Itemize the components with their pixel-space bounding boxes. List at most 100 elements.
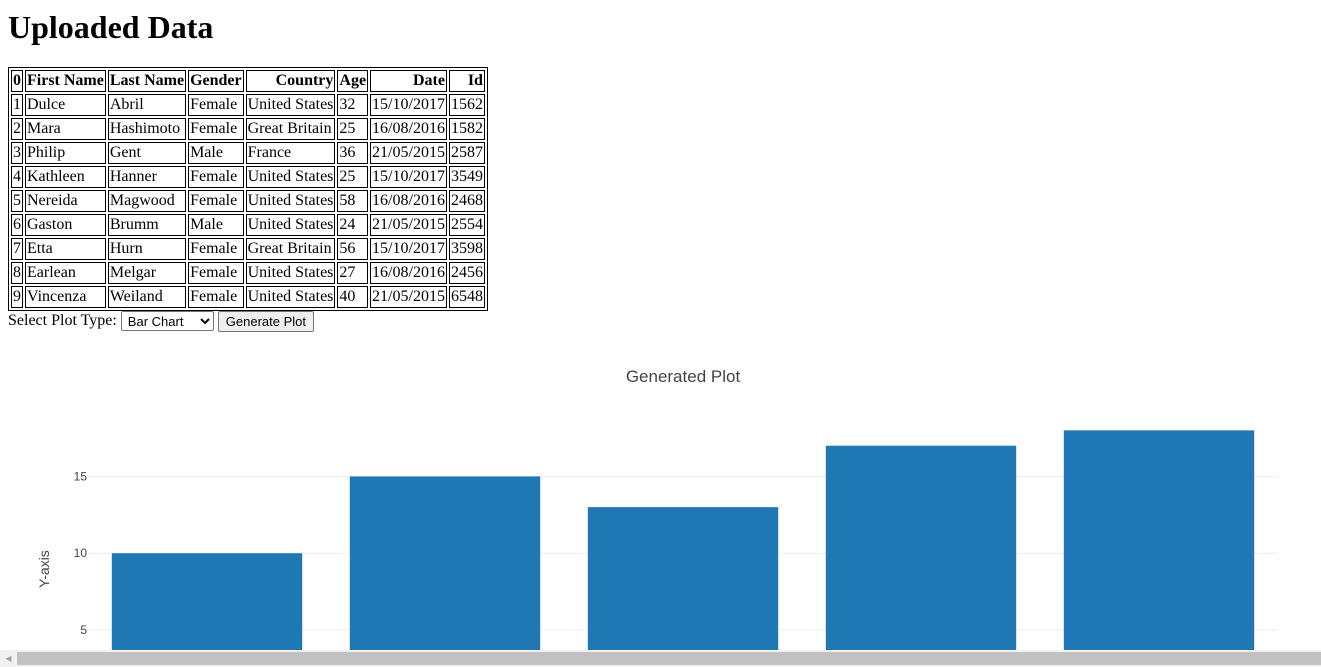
cell-first-name: Dulce: [25, 94, 106, 116]
cell-gender: Female: [188, 166, 244, 188]
cell-id: 2587: [448, 142, 485, 164]
cell-date: 16/08/2016: [370, 190, 447, 212]
cell-id: 2468: [448, 190, 485, 212]
cell-age: 27: [337, 262, 369, 284]
cell-last-name: Hashimoto: [107, 118, 187, 140]
cell-gender: Female: [188, 286, 244, 308]
cell-first-name: Mara: [25, 118, 106, 140]
cell-id: 1582: [448, 118, 485, 140]
cell-index: 6: [11, 214, 23, 236]
header-country: Country: [245, 70, 336, 92]
table-row: 5 Nereida Magwood Female United States 58 16/0…: [11, 190, 485, 212]
chart-title: Generated Plot: [626, 367, 741, 386]
cell-date: 21/05/2015: [370, 286, 447, 308]
cell-country: United States: [245, 190, 336, 212]
cell-last-name: Weiland: [107, 286, 187, 308]
cell-last-name: Hanner: [107, 166, 187, 188]
header-age: Age: [337, 70, 369, 92]
table-row: 8 Earlean Melgar Female United States 27 16/08…: [11, 262, 485, 284]
cell-index: 1: [11, 94, 23, 116]
cell-index: 7: [11, 238, 23, 260]
cell-gender: Male: [188, 214, 244, 236]
cell-date: 16/08/2016: [370, 262, 447, 284]
cell-country: United States: [245, 262, 336, 284]
cell-first-name: Earlean: [25, 262, 106, 284]
cell-gender: Female: [188, 190, 244, 212]
cell-gender: Female: [188, 262, 244, 284]
cell-first-name: Kathleen: [25, 166, 106, 188]
cell-age: 32: [337, 94, 369, 116]
cell-index: 5: [11, 190, 23, 212]
bar-1[interactable]: [111, 553, 303, 650]
cell-age: 24: [337, 214, 369, 236]
header-first-name: First Name: [25, 70, 106, 92]
cell-id: 2456: [448, 262, 485, 284]
cell-country: Great Britain: [245, 118, 336, 140]
cell-last-name: Brumm: [107, 214, 187, 236]
cell-country: United States: [245, 166, 336, 188]
cell-date: 21/05/2015: [370, 214, 447, 236]
cell-index: 4: [11, 166, 23, 188]
bar-chart: 5 10 15 Generated Plot Y-axis: [36, 367, 1278, 650]
header-gender: Gender: [188, 70, 244, 92]
cell-date: 21/05/2015: [370, 142, 447, 164]
header-last-name: Last Name: [107, 70, 187, 92]
header-date: Date: [370, 70, 447, 92]
cell-first-name: Philip: [25, 142, 106, 164]
cell-country: Great Britain: [245, 238, 336, 260]
chart-y-ticks: 5 10 15: [74, 469, 88, 637]
horizontal-scrollbar[interactable]: ◀: [0, 650, 1321, 667]
table-row: 7 Etta Hurn Female Great Britain 56 15/10/2017…: [11, 238, 485, 260]
y-tick-label: 10: [74, 546, 88, 560]
scrollbar-thumb[interactable]: [17, 652, 1321, 665]
cell-last-name: Gent: [107, 142, 187, 164]
cell-last-name: Abril: [107, 94, 187, 116]
table-row: 4 Kathleen Hanner Female United States 25 15/1…: [11, 166, 485, 188]
cell-date: 15/10/2017: [370, 94, 447, 116]
cell-age: 56: [337, 238, 369, 260]
cell-last-name: Hurn: [107, 238, 187, 260]
generate-plot-button[interactable]: Generate Plot: [217, 310, 315, 332]
cell-age: 25: [337, 118, 369, 140]
chart-bars: [111, 430, 1255, 650]
data-table: 0 First Name Last Name Gender Country Ag…: [8, 67, 488, 311]
bar-5[interactable]: [1063, 430, 1255, 650]
chevron-left-icon[interactable]: ◀: [5, 654, 12, 663]
cell-id: 1562: [448, 94, 485, 116]
cell-gender: Female: [188, 94, 244, 116]
cell-first-name: Nereida: [25, 190, 106, 212]
table-row: 6 Gaston Brumm Male United States 24 21/05/201…: [11, 214, 485, 236]
bar-4[interactable]: [825, 445, 1017, 650]
bar-3[interactable]: [587, 507, 779, 650]
y-tick-label: 15: [74, 469, 88, 483]
cell-index: 2: [11, 118, 23, 140]
table-row: 2 Mara Hashimoto Female Great Britain 25 16/08…: [11, 118, 485, 140]
cell-date: 16/08/2016: [370, 118, 447, 140]
cell-last-name: Melgar: [107, 262, 187, 284]
plot-controls: Select Plot Type: Bar Chart Generate Plo…: [8, 310, 315, 332]
cell-age: 40: [337, 286, 369, 308]
cell-country: United States: [245, 94, 336, 116]
cell-country: France: [245, 142, 336, 164]
header-index: 0: [11, 70, 23, 92]
plot-type-select[interactable]: Bar Chart: [120, 311, 214, 331]
cell-gender: Female: [188, 118, 244, 140]
cell-id: 6548: [448, 286, 485, 308]
cell-age: 58: [337, 190, 369, 212]
cell-age: 36: [337, 142, 369, 164]
y-tick-label: 5: [80, 623, 87, 637]
cell-age: 25: [337, 166, 369, 188]
cell-id: 3549: [448, 166, 485, 188]
cell-id: 2554: [448, 214, 485, 236]
cell-first-name: Vincenza: [25, 286, 106, 308]
cell-index: 9: [11, 286, 23, 308]
cell-index: 3: [11, 142, 23, 164]
cell-gender: Female: [188, 238, 244, 260]
y-axis-label: Y-axis: [36, 550, 52, 588]
table-row: 3 Philip Gent Male France 36 21/05/2015 2587: [11, 142, 485, 164]
page-title: Uploaded Data: [8, 9, 214, 45]
table-row: 1 Dulce Abril Female United States 32 15/10/20…: [11, 94, 485, 116]
cell-last-name: Magwood: [107, 190, 187, 212]
cell-date: 15/10/2017: [370, 166, 447, 188]
bar-2[interactable]: [349, 476, 541, 650]
